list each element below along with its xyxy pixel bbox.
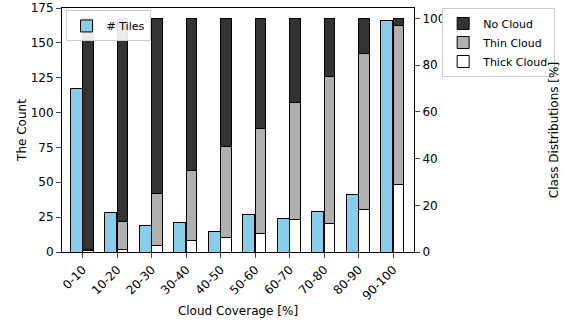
svg-text:60: 60 [422, 105, 437, 119]
svg-text:30-40: 30-40 [158, 263, 193, 298]
svg-text:70-80: 70-80 [296, 263, 331, 298]
svg-text:150: 150 [31, 36, 54, 50]
svg-text:Thick Cloud: Thick Cloud [482, 56, 547, 69]
svg-text:40-50: 40-50 [193, 263, 228, 298]
svg-text:100: 100 [422, 12, 445, 26]
svg-text:0: 0 [422, 245, 430, 259]
svg-text:50-60: 50-60 [227, 263, 262, 298]
svg-text:20: 20 [422, 199, 437, 213]
svg-text:0: 0 [46, 245, 54, 259]
svg-text:# Tiles: # Tiles [107, 20, 145, 33]
svg-text:The Count: The Count [15, 99, 29, 162]
svg-text:50: 50 [38, 175, 53, 189]
svg-text:100: 100 [31, 106, 54, 120]
svg-text:Cloud Coverage [%]: Cloud Coverage [%] [178, 304, 298, 318]
svg-text:No Cloud: No Cloud [483, 18, 533, 31]
svg-text:Thin Cloud: Thin Cloud [482, 37, 542, 50]
svg-text:60-70: 60-70 [262, 263, 297, 298]
svg-text:25: 25 [38, 210, 53, 224]
svg-text:175: 175 [31, 1, 54, 15]
svg-text:125: 125 [31, 71, 54, 85]
svg-text:75: 75 [38, 141, 53, 155]
svg-text:80: 80 [422, 58, 437, 72]
svg-text:90-100: 90-100 [360, 263, 400, 303]
svg-text:20-30: 20-30 [124, 263, 159, 298]
svg-text:40: 40 [422, 152, 437, 166]
svg-text:10-20: 10-20 [89, 263, 124, 298]
svg-text:80-90: 80-90 [331, 263, 366, 298]
svg-text:0-10: 0-10 [60, 263, 89, 292]
svg-text:Class Distributions [%]: Class Distributions [%] [547, 62, 561, 198]
